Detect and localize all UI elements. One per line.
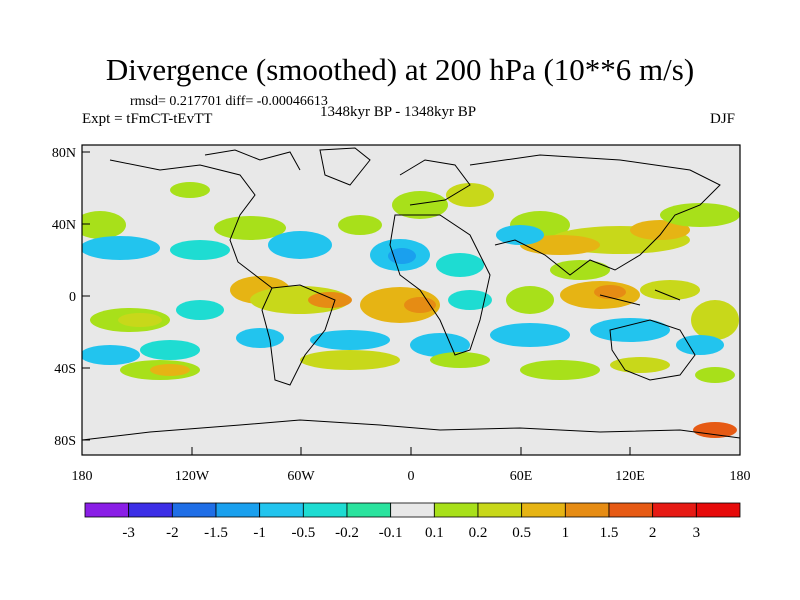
colorbar-box — [302, 502, 348, 518]
colorbar-label: -1 — [253, 525, 266, 541]
lat-axis: 80N 40N 0 40S 80S — [52, 146, 90, 449]
colorbar-box — [477, 502, 523, 518]
lat-label-40s: 40S — [54, 362, 76, 377]
lat-label-0: 0 — [69, 290, 76, 305]
season-label: DJF — [710, 111, 736, 127]
colorbar-label: 1.5 — [600, 525, 619, 541]
colorbar-label: -3 — [122, 525, 135, 541]
period-label: 1348kyr BP - 1348kyr BP — [320, 104, 477, 120]
colorbar-label: -0.1 — [379, 525, 403, 541]
colorbar-box — [652, 502, 697, 518]
colorbar-box — [433, 502, 479, 518]
lon-label-120w: 120W — [175, 469, 210, 484]
colorbar-label: 0.2 — [469, 525, 488, 541]
colorbar-label: -0.2 — [335, 525, 359, 541]
coastlines — [82, 147, 740, 441]
colorbar-label: -0.5 — [291, 525, 315, 541]
map-title: Divergence (smoothed) at 200 hPa (10**6 … — [105, 52, 695, 87]
colorbar-label: -2 — [166, 525, 179, 541]
lat-label-80s: 80S — [54, 434, 76, 449]
colorbar-box — [259, 502, 304, 518]
colorbar-box — [346, 502, 392, 518]
colorbar-label: 0.1 — [425, 525, 444, 541]
colorbar — [84, 502, 741, 518]
lon-label-60w: 60W — [287, 469, 315, 484]
rmsd-diff-stats: rmsd= 0.217701 diff= -0.00046613 — [130, 94, 328, 109]
lon-label-180w: 180 — [72, 469, 93, 484]
colorbar-label: -1.5 — [204, 525, 228, 541]
colorbar-box — [564, 502, 610, 518]
colorbar-box — [521, 502, 566, 518]
colorbar-box — [695, 502, 741, 518]
lat-label-80n: 80N — [52, 146, 76, 161]
lon-label-120e: 120E — [615, 469, 645, 484]
lat-label-40n: 40N — [52, 218, 76, 233]
colorbar-box — [128, 502, 173, 518]
colorbar-box — [390, 502, 435, 518]
lon-label-180e: 180 — [730, 469, 751, 484]
lon-label-0: 0 — [408, 469, 415, 484]
colorbar-label: 1 — [562, 525, 570, 541]
experiment-label: Expt = tFmCT-tEvTT — [82, 111, 213, 127]
colorbar-labels: -3 -2 -1.5 -1 -0.5 -0.2 -0.1 0.1 0.2 0.5 1 1.5 2 3 — [122, 525, 700, 541]
colorbar-box — [84, 502, 130, 518]
colorbar-box — [215, 502, 261, 518]
lon-axis: 180 120W 60W 0 60E 120E 180 — [72, 447, 751, 484]
lon-label-60e: 60E — [510, 469, 533, 484]
colorbar-label: 2 — [649, 525, 657, 541]
divergence-field — [82, 145, 740, 455]
colorbar-label: 3 — [693, 525, 701, 541]
colorbar-box — [608, 502, 654, 518]
colorbar-label: 0.5 — [512, 525, 531, 541]
colorbar-box — [171, 502, 217, 518]
